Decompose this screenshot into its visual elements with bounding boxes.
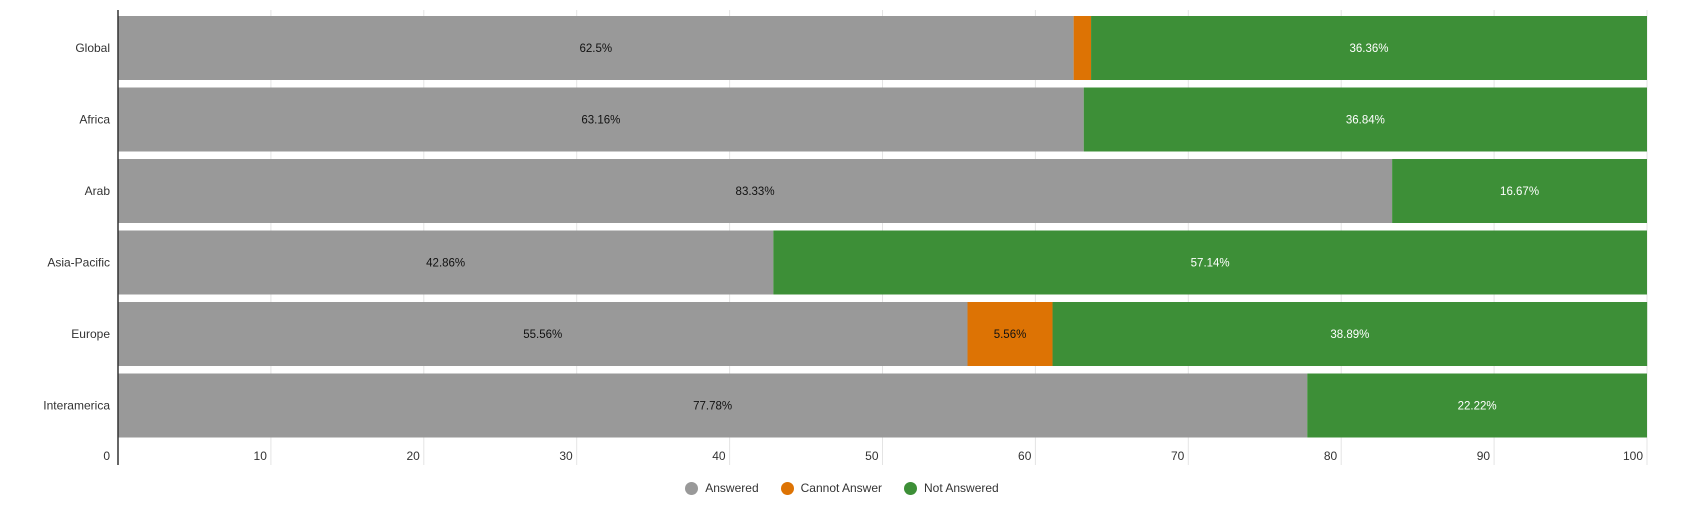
- bar-segment: [1073, 16, 1092, 80]
- bar-segment: [118, 230, 774, 295]
- x-tick-label: 30: [559, 449, 573, 463]
- legend-label: Answered: [705, 481, 759, 495]
- bar-segment: [1083, 87, 1647, 152]
- data-label: 5.56%: [994, 329, 1027, 341]
- bar-segment: [1091, 16, 1647, 80]
- data-label: 36.36%: [1350, 43, 1389, 55]
- legend-item[interactable]: Answered: [685, 481, 759, 495]
- x-tick-label: 20: [406, 449, 420, 463]
- data-label: 57.14%: [1191, 258, 1230, 270]
- data-label: 83.33%: [736, 186, 775, 198]
- data-label: 55.56%: [523, 329, 562, 341]
- data-label: 36.84%: [1346, 115, 1385, 127]
- bar-segment: [118, 373, 1308, 438]
- legend-label: Cannot Answer: [800, 481, 883, 495]
- bar-segment: [967, 302, 1053, 366]
- bar-segment: [1307, 373, 1647, 438]
- bars: [118, 16, 1648, 438]
- category-label: Europe: [71, 327, 110, 341]
- data-label: 42.86%: [426, 258, 465, 270]
- category-label: Asia-Pacific: [47, 256, 110, 270]
- legend-swatch: [904, 481, 918, 495]
- category-label: Arab: [85, 184, 111, 198]
- bar-segment: [1392, 159, 1647, 223]
- x-tick-label: 50: [865, 449, 879, 463]
- x-tick-label: 60: [1018, 449, 1032, 463]
- data-label: 77.78%: [693, 401, 732, 413]
- category-label: Africa: [79, 113, 110, 127]
- value-axis: 0 10 20 30 40 50 60 70 80 90 100: [103, 449, 1643, 463]
- bar-segment: [118, 159, 1393, 223]
- legend-swatch: [780, 481, 794, 495]
- data-label: 62.5%: [580, 43, 613, 55]
- x-tick-label: 0: [103, 449, 110, 463]
- x-tick-label: 40: [712, 449, 726, 463]
- chart-legend: Answered Cannot Answer Not Answered: [0, 481, 1684, 495]
- x-tick-label: 10: [254, 449, 268, 463]
- bar-segment: [773, 230, 1647, 295]
- stacked-bar-chart: 62.5% 36.36% 63.16% 36.84% 83.33% 16.67% 42.86…: [43, 10, 1648, 465]
- data-labels: 62.5% 36.36% 63.16% 36.84% 83.33% 16.67% 42.86…: [426, 43, 1539, 413]
- x-tick-label: 90: [1477, 449, 1491, 463]
- data-label: 63.16%: [581, 115, 620, 127]
- bar-segment: [1052, 302, 1648, 366]
- data-label: 22.22%: [1458, 401, 1497, 413]
- data-label: 16.67%: [1500, 186, 1539, 198]
- legend-item[interactable]: Cannot Answer: [780, 481, 883, 495]
- bar-segment: [118, 302, 968, 366]
- x-tick-label: 70: [1171, 449, 1185, 463]
- x-tick-label: 80: [1324, 449, 1338, 463]
- data-label: 38.89%: [1330, 329, 1369, 341]
- legend-label: Not Answered: [924, 481, 999, 495]
- bar-segment: [118, 87, 1084, 152]
- category-axis: Global Africa Arab Asia-Pacific Europe Intera…: [43, 41, 110, 413]
- category-label: Global: [75, 41, 110, 55]
- legend-swatch: [685, 481, 699, 495]
- category-label: Interamerica: [43, 399, 110, 413]
- x-tick-label: 100: [1623, 449, 1643, 463]
- bar-segment: [118, 16, 1074, 80]
- legend-item[interactable]: Not Answered: [904, 481, 999, 495]
